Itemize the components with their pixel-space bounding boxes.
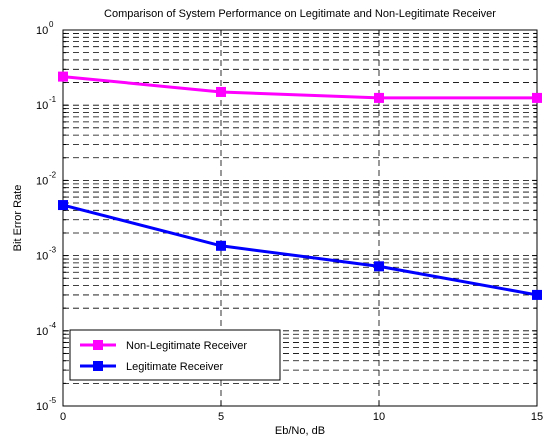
y-tick-label: 10 bbox=[36, 251, 48, 263]
y-tick-label: 10 bbox=[36, 175, 48, 187]
data-point-0-3 bbox=[532, 92, 542, 103]
data-point-0-1 bbox=[216, 86, 226, 97]
data-point-1-3 bbox=[532, 289, 542, 300]
data-point-1-0 bbox=[58, 200, 68, 211]
y-tick-label: 10 bbox=[36, 100, 48, 112]
y-tick-label-exponent: -5 bbox=[49, 396, 57, 405]
legend-marker-legitimate bbox=[93, 361, 103, 371]
series-line-0 bbox=[62, 75, 537, 100]
data-point-0-2 bbox=[374, 92, 384, 103]
x-tick-labels: 0 5 10 15 bbox=[60, 411, 543, 423]
plot-frame bbox=[62, 29, 538, 407]
axis-ticks bbox=[62, 30, 538, 407]
data-point-1-1 bbox=[216, 240, 226, 251]
x-tick-label: 5 bbox=[218, 411, 224, 423]
legend-label-non-legitimate: Non-Legitimate Receiver bbox=[126, 340, 247, 352]
data-point-0-0 bbox=[58, 71, 68, 82]
x-tick-label: 0 bbox=[60, 411, 66, 423]
legend: Non-Legitimate Receiver Legitimate Recei… bbox=[69, 329, 281, 381]
y-tick-label-exponent: -1 bbox=[49, 95, 57, 104]
series-line-1 bbox=[62, 203, 538, 297]
x-tick-label: 15 bbox=[531, 411, 543, 423]
x-axis-label: Eb/No, dB bbox=[275, 425, 325, 437]
y-axis-label: Bit Error Rate bbox=[12, 185, 24, 252]
y-tick-label: 10 bbox=[36, 401, 48, 413]
legend-marker-non-legitimate bbox=[93, 340, 103, 350]
grid bbox=[63, 30, 537, 406]
data-point-1-2 bbox=[374, 261, 384, 272]
y-tick-label-exponent: -2 bbox=[49, 170, 57, 179]
series-layer bbox=[58, 71, 542, 300]
chart-title: Comparison of System Performance on Legi… bbox=[104, 8, 496, 20]
y-tick-label: 10 bbox=[36, 326, 48, 338]
legend-label-legitimate: Legitimate Receiver bbox=[126, 361, 224, 373]
legend-box bbox=[69, 329, 281, 381]
y-tick-label-exponent: -3 bbox=[49, 246, 57, 255]
y-tick-label-exponent: 0 bbox=[49, 20, 54, 29]
y-tick-label-exponent: -4 bbox=[49, 321, 57, 330]
y-tick-label: 10 bbox=[36, 25, 48, 37]
x-tick-label: 10 bbox=[373, 411, 385, 423]
